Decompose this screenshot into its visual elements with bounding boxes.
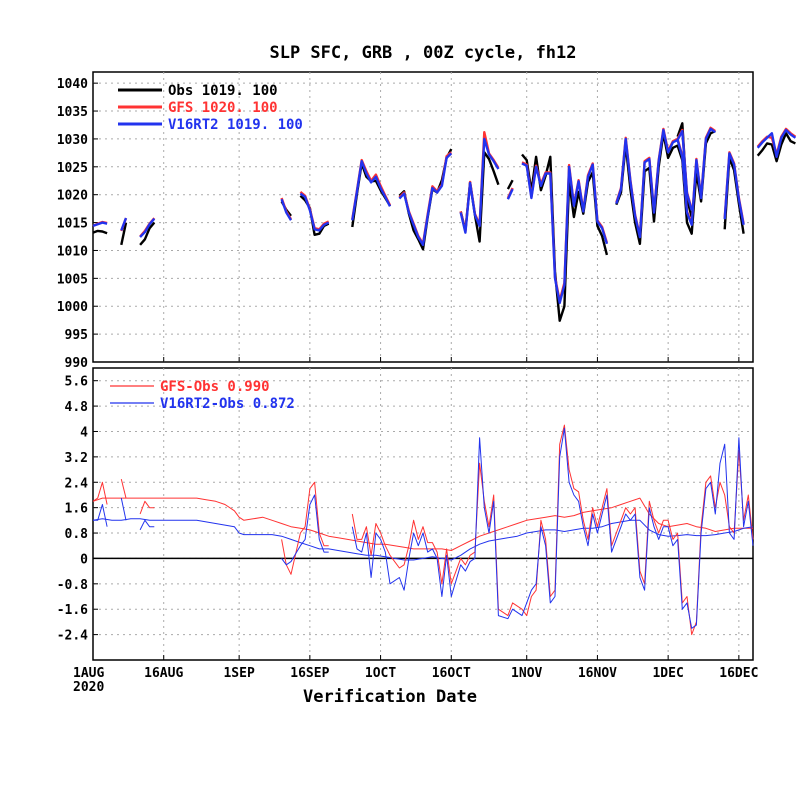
y-tick-label: 995 <box>65 328 88 343</box>
y-tick-label: 4.8 <box>65 400 89 415</box>
series-line-v16 <box>459 137 500 234</box>
y-tick-label: 1030 <box>57 133 88 148</box>
plot-frame <box>92 71 754 363</box>
y-tick-label: 1020 <box>57 189 88 204</box>
series-line-v16 <box>676 129 693 211</box>
series-line-v16 <box>92 221 108 228</box>
series-line-obs <box>139 221 156 246</box>
series-line-gfs <box>139 500 155 515</box>
x-tick-label: 16NOV <box>578 666 617 681</box>
series-line-v16 <box>280 198 293 221</box>
x-tick-label: 16DEC <box>719 666 758 681</box>
series-line-v16 <box>351 427 754 629</box>
series-line-gfs <box>92 481 108 505</box>
series-line-v16 <box>93 504 108 527</box>
series-line-v16 <box>120 497 127 521</box>
series-line-v16 <box>398 152 453 247</box>
legend-label-v16: V16RT2-Obs 0.872 <box>160 396 295 412</box>
x-tick-label: 1OCT <box>365 666 396 681</box>
y-tick-label: 1000 <box>57 300 88 315</box>
y-tick-label: 4 <box>80 425 88 440</box>
series-line-obs <box>120 222 128 246</box>
x-axis-label: Verification Date <box>303 687 477 707</box>
y-tick-label: 3.2 <box>65 451 88 466</box>
series-line-v16 <box>92 518 754 561</box>
series-line-v16 <box>723 152 745 226</box>
x-tick-label: 1SEP <box>223 666 254 681</box>
y-tick-label: 990 <box>65 356 89 371</box>
x-tick-label: 1DEC <box>652 666 683 681</box>
series-line-v16 <box>281 494 329 566</box>
top-panel: 1040 1035 1030 1025 1020 1015 1010 1005 1000 995 9… <box>57 71 797 371</box>
series-line-v16 <box>756 128 797 159</box>
y-tick-label: 1035 <box>57 105 88 120</box>
series-line-obs <box>506 179 514 190</box>
bottom-panel: 5.6 4.8 4 3.2 2.4 1.6 0.8 0 -0.8 -1.6 -2.4 GFS-Obs … <box>57 367 758 695</box>
y-tick-label: 1.6 <box>65 502 89 517</box>
y-tick-label: 1010 <box>57 244 88 259</box>
x-year-label: 2020 <box>73 680 104 695</box>
series-line-gfs <box>92 497 753 551</box>
legend-label-gfs: GFS-Obs 0.990 <box>160 379 270 395</box>
y-tick-label: -0.8 <box>57 578 88 593</box>
y-tick-label: 2.4 <box>65 476 89 491</box>
x-tick-label: 16SEP <box>290 666 329 681</box>
chart-title: SLP SFC, GRB , 00Z cycle, fh12 <box>269 43 576 63</box>
series-line-v16 <box>299 192 330 232</box>
series-line-gfs <box>120 478 127 499</box>
y-tick-label: 0 <box>80 552 88 567</box>
x-tick-label: 16OCT <box>432 666 471 681</box>
series-line-v16 <box>506 188 514 200</box>
x-tick-label: 16AUG <box>144 666 183 681</box>
series-line-v16 <box>139 217 156 238</box>
series-line-obs <box>92 229 108 235</box>
y-tick-label: 1025 <box>57 161 88 176</box>
series-line-v16 <box>615 127 716 239</box>
legend-label-obs: Obs 1019. 100 <box>168 83 278 99</box>
y-tick-label: 0.8 <box>65 527 89 542</box>
y-tick-label: 1005 <box>57 272 88 287</box>
series-line-obs <box>756 132 796 163</box>
series-line-v16 <box>120 217 128 231</box>
series-line-v16 <box>139 519 155 531</box>
legend-label-v16: V16RT2 1019. 100 <box>168 117 303 133</box>
y-tick-label: -1.6 <box>57 603 88 618</box>
plot-frame <box>92 367 754 661</box>
x-tick-label: 1AUG <box>73 666 104 681</box>
y-tick-label: 1015 <box>57 217 88 232</box>
series-line-v16 <box>521 162 609 305</box>
series-line-v16 <box>351 159 392 221</box>
legend-label-gfs: GFS 1020. 100 <box>168 100 278 116</box>
y-tick-label: 5.6 <box>65 375 89 390</box>
series-line-gfs <box>281 481 329 575</box>
x-tick-label: 1NOV <box>511 666 542 681</box>
y-tick-label: 1040 <box>57 77 88 92</box>
y-tick-label: -2.4 <box>57 629 88 644</box>
